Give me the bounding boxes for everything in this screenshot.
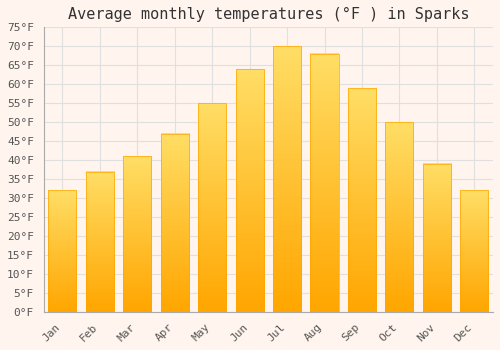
Bar [423, 164, 451, 312]
Bar [386, 122, 413, 312]
Bar [48, 190, 76, 312]
Bar [273, 46, 301, 312]
Bar [123, 156, 152, 312]
Title: Average monthly temperatures (°F ) in Sparks: Average monthly temperatures (°F ) in Sp… [68, 7, 469, 22]
Bar [310, 54, 338, 312]
Bar [460, 190, 488, 312]
Bar [348, 88, 376, 312]
Bar [198, 103, 226, 312]
Bar [86, 172, 114, 312]
Bar [160, 134, 189, 312]
Bar [236, 69, 264, 312]
